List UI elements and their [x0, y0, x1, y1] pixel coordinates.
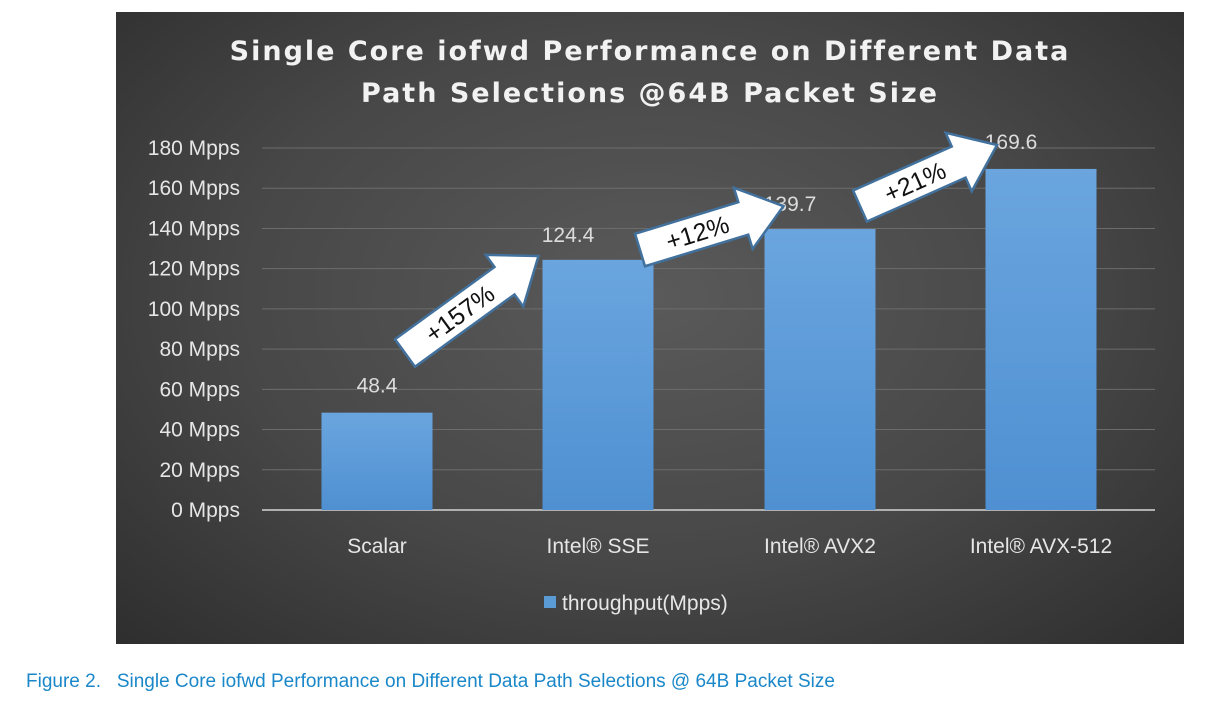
y-tick-label: 100 Mpps	[148, 298, 240, 321]
arrow-annotation: +21%	[851, 131, 999, 224]
arrow-shape	[851, 131, 999, 224]
y-tick-label: 60 Mpps	[159, 378, 240, 401]
data-label: 48.4	[357, 375, 398, 398]
data-label: 169.6	[985, 131, 1038, 154]
bar-0	[321, 412, 433, 510]
y-tick-label: 0 Mpps	[171, 499, 240, 522]
data-label: 124.4	[542, 224, 595, 247]
arrow-annotation: +157%	[393, 253, 541, 369]
legend-swatch	[544, 596, 556, 608]
bar-chart: Single Core iofwd Performance on Differe…	[148, 36, 1155, 615]
arrow-shape	[393, 253, 541, 369]
y-tick-label: 180 Mpps	[148, 137, 240, 160]
figure-caption: Figure 2. Single Core iofwd Performance …	[26, 671, 835, 692]
legend-label: throughput(Mpps)	[562, 592, 728, 615]
x-tick-label: Intel® SSE	[546, 535, 649, 558]
y-tick-label: 160 Mpps	[148, 177, 240, 200]
y-tick-label: 140 Mpps	[148, 217, 240, 240]
arrow-shape	[633, 185, 786, 268]
y-tick-label: 120 Mpps	[148, 258, 240, 281]
chart-panel: Single Core iofwd Performance on Differe…	[116, 12, 1184, 644]
bar-1	[542, 259, 654, 510]
chart-title-line-2: Path Selections @64B Packet Size	[361, 78, 939, 109]
x-tick-label: Intel® AVX-512	[970, 535, 1112, 558]
bar-3	[985, 168, 1097, 510]
chart-title-line-1: Single Core iofwd Performance on Differe…	[230, 36, 1071, 67]
x-tick-label: Scalar	[347, 535, 407, 558]
bar-2	[764, 229, 876, 510]
y-tick-label: 80 Mpps	[159, 338, 240, 361]
x-tick-label: Intel® AVX2	[764, 535, 876, 558]
y-tick-label: 40 Mpps	[159, 419, 240, 442]
y-tick-label: 20 Mpps	[159, 459, 240, 482]
